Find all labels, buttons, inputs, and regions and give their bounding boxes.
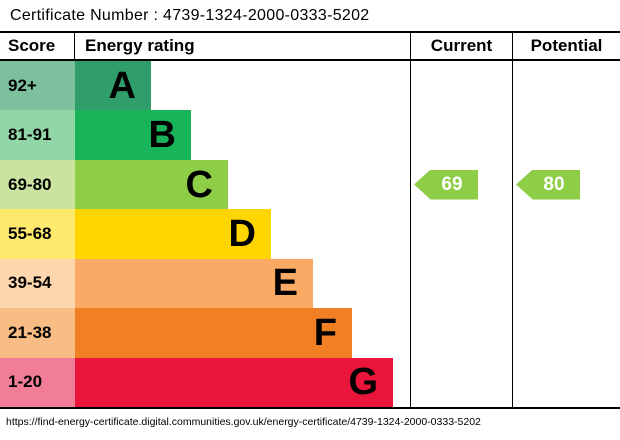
rating-letter: D xyxy=(228,212,256,255)
current-rating-arrow: 69 xyxy=(414,169,478,200)
rating-bar-g: G xyxy=(75,357,393,407)
score-cell: 81-91 xyxy=(0,110,75,160)
rating-letter: G xyxy=(348,361,378,404)
score-cell: 92+ xyxy=(0,61,75,111)
bar-area: D xyxy=(75,209,410,259)
potential-rating-arrow: 80 xyxy=(516,169,580,200)
band-row-b: 81-91 B xyxy=(0,110,620,160)
band-row-d: 55-68 D xyxy=(0,209,620,259)
energy-rating-table: Score Energy rating Current Potential 92… xyxy=(0,31,620,409)
bar-area: C xyxy=(75,159,410,210)
rating-bar-c: C xyxy=(75,159,228,210)
column-header-potential: Potential xyxy=(512,33,620,59)
score-cell: 1-20 xyxy=(0,357,75,407)
certificate-number: Certificate Number : 4739-1324-2000-0333… xyxy=(10,6,370,24)
potential-cell: 80 xyxy=(512,159,620,210)
score-cell: 55-68 xyxy=(0,209,75,259)
current-cell xyxy=(410,357,512,407)
band-row-a: 92+ A xyxy=(0,61,620,111)
rating-bar-b: B xyxy=(75,110,191,160)
rating-letter: F xyxy=(313,311,337,354)
score-cell: 69-80 xyxy=(0,159,75,210)
band-row-e: 39-54 E xyxy=(0,258,620,309)
bar-area: G xyxy=(75,357,410,407)
potential-cell xyxy=(512,308,620,358)
current-cell xyxy=(410,308,512,358)
score-cell: 39-54 xyxy=(0,258,75,309)
bar-area: E xyxy=(75,258,410,309)
rating-letter: A xyxy=(108,64,136,107)
bar-area: F xyxy=(75,308,410,358)
band-rows: 92+ A 81-91 B xyxy=(0,61,620,407)
potential-cell xyxy=(512,61,620,111)
column-header-current: Current xyxy=(410,33,512,59)
column-header-energy-rating: Energy rating xyxy=(85,36,195,55)
rating-bar-d: D xyxy=(75,209,271,259)
potential-cell xyxy=(512,357,620,407)
potential-cell xyxy=(512,209,620,259)
rating-bar-f: F xyxy=(75,308,352,358)
bar-area: A xyxy=(75,61,410,111)
rating-letter: E xyxy=(272,262,298,305)
rating-bar-e: E xyxy=(75,258,313,309)
band-row-f: 21-38 F xyxy=(0,308,620,358)
table-header-row: Score Energy rating Current Potential xyxy=(0,33,620,61)
band-row-c: 69-80 C 69 80 xyxy=(0,159,620,210)
current-cell xyxy=(410,258,512,309)
potential-cell xyxy=(512,110,620,160)
bar-area: B xyxy=(75,110,410,160)
rating-letter: C xyxy=(185,163,213,206)
certificate-url: https://find-energy-certificate.digital.… xyxy=(6,416,481,428)
column-header-score: Score xyxy=(0,33,75,59)
rating-letter: B xyxy=(148,114,176,157)
score-cell: 21-38 xyxy=(0,308,75,358)
current-cell xyxy=(410,110,512,160)
band-row-g: 1-20 G xyxy=(0,357,620,407)
potential-cell xyxy=(512,258,620,309)
current-cell xyxy=(410,61,512,111)
current-cell: 69 xyxy=(410,159,512,210)
current-cell xyxy=(410,209,512,259)
rating-bar-a: A xyxy=(75,61,151,111)
